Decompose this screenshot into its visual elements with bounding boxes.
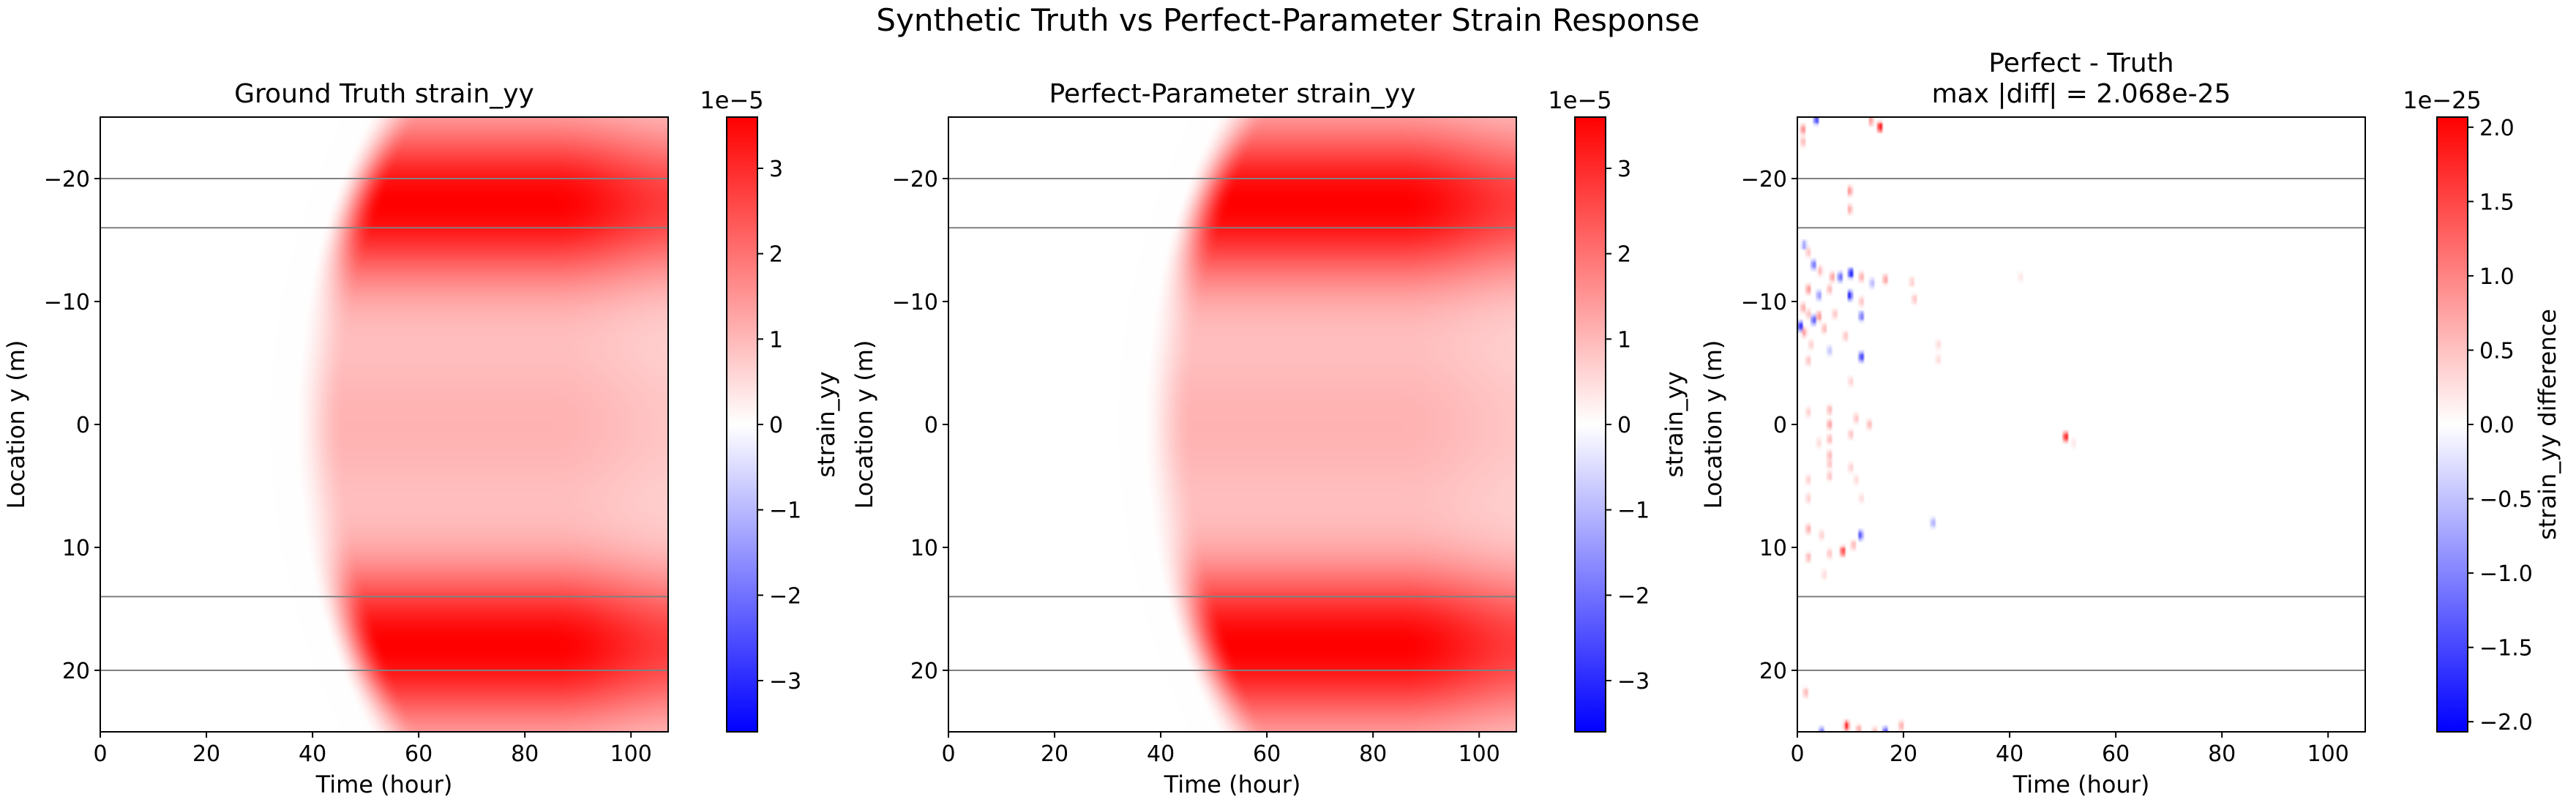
x-tick-label: 40 [299, 741, 326, 767]
axes-subtitle: max |diff| = 2.068e-25 [1932, 79, 2231, 109]
colorbar-gradient [726, 116, 758, 733]
suptitle: Synthetic Truth vs Perfect-Parameter Str… [876, 2, 1699, 38]
colorbar-label: strain_yy [1660, 371, 1688, 477]
colorbar-tick-layer: −2.0 −1.5 −1.0 −0.5 0.0 0.5 1.0 1.5 2.0 [2468, 116, 2533, 735]
x-axis-label: Time (hour) [2012, 771, 2150, 798]
colorbar-offset-text: 1e−25 [2403, 86, 2482, 114]
hline-layer [100, 178, 668, 671]
colorbar-tick-label: 0 [1617, 413, 1631, 438]
x-axis-label: Time (hour) [315, 771, 453, 798]
x-tick-label: 100 [1459, 741, 1500, 767]
x-tick-label: 60 [2102, 741, 2130, 767]
colorbar-tick-label: 1 [769, 327, 783, 353]
x-tick-label: 20 [1041, 741, 1068, 767]
x-tick-label: 60 [1253, 741, 1281, 767]
panel-difference: 0 20 40 60 80 100 −20 −10 0 10 20 Perfect - Truth… [1699, 48, 2561, 798]
x-tick-layer: 0 20 40 60 80 100 [941, 732, 1500, 767]
x-tick-label: 60 [405, 741, 433, 767]
axes-title: Perfect - Truth [1988, 48, 2174, 78]
colorbar-offset-text: 1e−5 [1548, 86, 1611, 114]
y-axis-label: Location y (m) [2, 340, 30, 509]
colorbar-tick-label: −2 [1617, 583, 1650, 609]
heatmap-image [100, 117, 668, 732]
y-tick-label: −10 [44, 290, 90, 315]
x-tick-label: 0 [93, 741, 107, 767]
colorbar-tick-label: 3 [1617, 157, 1631, 182]
colorbar-tick-label: 1 [1617, 327, 1631, 353]
colorbar-gradient [2436, 116, 2468, 733]
colorbar-tick-layer: −3 −2 −1 0 1 2 3 [757, 157, 801, 694]
colorbar-tick-label: −1 [1617, 498, 1650, 524]
colorbar-tick-label: −3 [769, 669, 801, 694]
hline-layer [948, 178, 1516, 671]
colorbar-tick-label: −2.0 [2479, 710, 2533, 735]
y-tick-label: −10 [892, 290, 938, 315]
y-tick-label: 10 [1759, 536, 1787, 561]
y-tick-label: 20 [62, 659, 90, 684]
colorbar: −3 −2 −1 0 1 2 3 1e−5 strain_yy [1548, 86, 1688, 733]
x-tick-layer: 0 20 40 60 80 100 [93, 732, 652, 767]
colorbar-label: strain_yy difference [2534, 309, 2561, 540]
y-tick-layer: −20 −10 0 10 20 [892, 167, 948, 684]
colorbar-tick-label: 2 [1617, 242, 1631, 268]
y-tick-label: −20 [892, 167, 938, 192]
colorbar-tick-label: 1.5 [2479, 190, 2515, 215]
colorbar-tick-label: −3 [1617, 669, 1650, 694]
x-tick-label: 40 [1147, 741, 1175, 767]
colorbar-tick-label: −1.0 [2479, 561, 2533, 587]
x-tick-label: 100 [610, 741, 652, 767]
y-tick-label: −20 [44, 167, 90, 192]
colorbar-label: strain_yy [812, 371, 840, 477]
x-tick-label: 80 [511, 741, 539, 767]
y-tick-label: 20 [910, 659, 938, 684]
x-axis-label: Time (hour) [1164, 771, 1301, 798]
y-tick-label: 0 [1773, 413, 1787, 438]
colorbar-tick-label: 1.0 [2479, 264, 2515, 290]
y-tick-layer: −20 −10 0 10 20 [44, 167, 100, 684]
y-tick-label: 0 [76, 413, 90, 438]
colorbar: −2.0 −1.5 −1.0 −0.5 0.0 0.5 1.0 1.5 2.0 1e−25 st… [2403, 86, 2561, 735]
x-tick-label: 80 [2208, 741, 2236, 767]
heatmap-image [1797, 117, 2365, 732]
colorbar-tick-label: 0 [769, 413, 783, 438]
heatmap-image [948, 117, 1516, 732]
y-tick-label: −20 [1741, 167, 1787, 192]
y-tick-label: 0 [924, 413, 938, 438]
colorbar-tick-label: 2 [769, 242, 783, 268]
y-tick-label: 10 [62, 536, 90, 561]
x-tick-label: 100 [2307, 741, 2349, 767]
colorbar-tick-layer: −3 −2 −1 0 1 2 3 [1606, 157, 1650, 694]
hline-layer [1797, 178, 2365, 671]
axes-title: Perfect-Parameter strain_yy [1049, 79, 1416, 109]
axes-title: Ground Truth strain_yy [234, 79, 534, 109]
colorbar-tick-label: 2.0 [2479, 116, 2515, 141]
y-tick-label: 20 [1759, 659, 1787, 684]
colorbar-tick-label: −0.5 [2479, 487, 2533, 513]
y-tick-label: −10 [1741, 290, 1787, 315]
colorbar-offset-text: 1e−5 [700, 86, 763, 114]
colorbar-gradient [1574, 116, 1606, 733]
colorbar: −3 −2 −1 0 1 2 3 1e−5 strain_yy [700, 86, 840, 733]
y-tick-label: 10 [910, 536, 938, 561]
colorbar-tick-label: −1 [769, 498, 801, 524]
colorbar-tick-label: −2 [769, 583, 801, 609]
x-tick-label: 20 [1890, 741, 1917, 767]
x-tick-label: 40 [1996, 741, 2023, 767]
colorbar-tick-label: −1.5 [2479, 636, 2533, 662]
x-tick-label: 20 [192, 741, 220, 767]
x-tick-label: 0 [941, 741, 955, 767]
x-tick-label: 80 [1359, 741, 1387, 767]
colorbar-tick-label: 3 [769, 157, 783, 182]
x-tick-label: 0 [1790, 741, 1804, 767]
y-axis-label: Location y (m) [1699, 340, 1727, 509]
y-axis-label: Location y (m) [850, 340, 878, 509]
x-tick-layer: 0 20 40 60 80 100 [1790, 732, 2349, 767]
colorbar-tick-label: 0.5 [2479, 338, 2515, 364]
colorbar-tick-label: 0.0 [2479, 413, 2515, 438]
y-tick-layer: −20 −10 0 10 20 [1741, 167, 1797, 684]
